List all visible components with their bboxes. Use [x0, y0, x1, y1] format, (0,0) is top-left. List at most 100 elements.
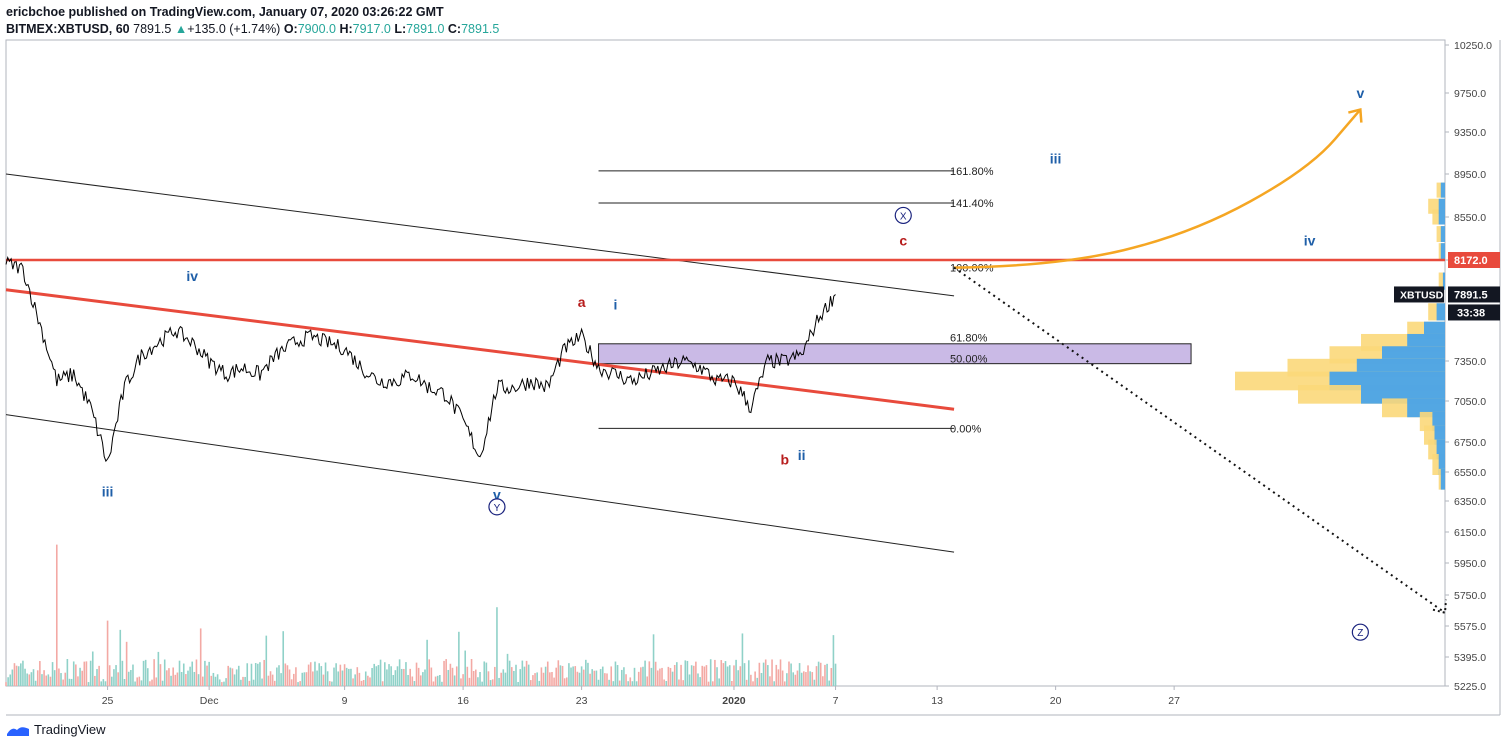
- forecast-down-path: [953, 266, 1446, 614]
- fib-level-label: 50.00%: [950, 354, 988, 366]
- wave-circle: [894, 206, 912, 225]
- publish-text: ericbchoe published on TradingView.com, …: [6, 5, 444, 19]
- countdown-badge: [1448, 304, 1500, 321]
- axes: 10250.0 9750.0 9350.0 8950.0 8550.0 8172.0 735…: [102, 40, 1500, 707]
- profile-bar-value-area: [1434, 425, 1445, 445]
- profile-bar-value-area: [1438, 198, 1445, 214]
- x-tick-label: 7: [833, 695, 839, 707]
- wave-circle: [1351, 623, 1369, 641]
- last-price-badge: [1448, 286, 1500, 303]
- volume-bars: [5, 544, 837, 686]
- open-value: 7900.0: [297, 22, 336, 36]
- x-tick-label: 13: [931, 695, 943, 707]
- y-tick-label: 6750.0: [1454, 437, 1486, 449]
- x-tick-label: Dec: [200, 695, 219, 707]
- y-tick-label: 7050.0: [1454, 396, 1486, 408]
- channel-line-lower: [5, 414, 955, 553]
- channel-line-mid-red: [5, 288, 955, 411]
- y-tick-label: 8950.0: [1454, 169, 1486, 181]
- y-tick-label: 6150.0: [1454, 527, 1486, 539]
- x-tick-label: 20: [1050, 695, 1062, 707]
- change-arrow-icon: ▲: [174, 22, 188, 36]
- profile-bar-value-area: [1442, 272, 1445, 290]
- price-line: [5, 255, 836, 463]
- wave-label: a: [578, 294, 586, 310]
- publish-line: ericbchoe published on TradingView.com, …: [6, 4, 499, 21]
- wave-label: v: [1356, 85, 1364, 101]
- brand-label: TradingView: [34, 722, 106, 737]
- symbol-badge: [1394, 286, 1444, 303]
- tradingview-logo-icon: [7, 726, 29, 736]
- x-tick-label: 23: [576, 695, 588, 707]
- symbol-label: BITMEX:XBTUSD, 60: [6, 22, 130, 36]
- wave-label-circled: X: [900, 211, 907, 222]
- wave-label: iii: [1050, 151, 1062, 167]
- wave-label-circled: Y: [494, 503, 501, 514]
- fib-level-label: 61.80%: [950, 333, 988, 345]
- drawings: 161.80%141.40%100.00%61.80%50.00%0.00%: [5, 108, 1447, 614]
- close-label: C:: [447, 22, 462, 36]
- profile-bar-value-area: [1436, 439, 1445, 460]
- x-tick-label: 2020: [722, 695, 746, 707]
- close-value: 7891.5: [461, 22, 500, 36]
- x-tick-label: 27: [1168, 695, 1180, 707]
- forecast-up-path: [954, 108, 1362, 269]
- y-tick-label: 10250.0: [1454, 40, 1492, 52]
- y-tick-label: 5575.0: [1454, 621, 1486, 633]
- fib-level-label: 0.00%: [950, 423, 981, 435]
- resistance-price-badge: [1448, 252, 1500, 268]
- x-tick-label: 9: [342, 695, 348, 707]
- x-tick-label: 25: [102, 695, 114, 707]
- wave-label: iii: [102, 484, 114, 500]
- symbol-badge-label: XBTUSD: [1400, 289, 1444, 301]
- wave-label: iv: [1304, 232, 1316, 248]
- footer: TradingView: [6, 722, 106, 737]
- y-tick-label: 5950.0: [1454, 558, 1486, 570]
- y-tick-label: 5395.0: [1454, 652, 1486, 664]
- resistance-price-label: 8172.0: [1454, 255, 1488, 267]
- price-series: [5, 255, 836, 463]
- y-tick-label: 6550.0: [1454, 467, 1486, 479]
- profile-bar-value-area: [1438, 454, 1445, 475]
- chart-header: ericbchoe published on TradingView.com, …: [6, 4, 499, 38]
- forecast-down-arrowhead: [1432, 599, 1447, 614]
- change-value: +135.0 (+1.74%): [187, 22, 281, 36]
- last-price-label: 7891.5: [1454, 289, 1488, 301]
- channel-line-upper: [5, 173, 955, 297]
- profile-bar-value-area: [1440, 468, 1445, 490]
- wave-circle: [488, 498, 506, 516]
- high-value: 7917.0: [352, 22, 391, 36]
- wave-label: c: [899, 232, 907, 248]
- volume-profile: [1235, 182, 1445, 490]
- profile-bar-value-area: [1440, 226, 1445, 243]
- profile-bar-value-area: [1438, 209, 1445, 225]
- low-value: 7891.0: [406, 22, 445, 36]
- y-tick-label: 9750.0: [1454, 88, 1486, 100]
- x-tick-label: 16: [457, 695, 469, 707]
- wave-label: iv: [186, 268, 198, 284]
- profile-bar-value-area: [1440, 243, 1445, 260]
- retracement-zone: [598, 343, 1192, 365]
- high-label: H:: [339, 22, 353, 36]
- wave-label: b: [780, 452, 789, 468]
- countdown-label: 33:38: [1457, 307, 1485, 319]
- y-tick-label: 8550.0: [1454, 212, 1486, 224]
- last-price: 7891.5: [133, 22, 172, 36]
- wave-label: v: [493, 487, 501, 503]
- wave-label-circled: Z: [1357, 628, 1363, 639]
- profile-bar-value-area: [1440, 182, 1445, 198]
- fib-level-label: 141.40%: [950, 198, 994, 210]
- y-tick-label: 9350.0: [1454, 127, 1486, 139]
- profile-bar-value-area: [1436, 303, 1445, 321]
- ohlc-line: BITMEX:XBTUSD, 60 7891.5 ▲+135.0 (+1.74%…: [6, 21, 499, 38]
- y-tick-label: 7350.0: [1454, 356, 1486, 368]
- profile-bar-total: [1438, 272, 1445, 290]
- y-tick-label: 6350.0: [1454, 496, 1486, 508]
- low-label: L:: [394, 22, 407, 36]
- fib-level-label: 161.80%: [950, 166, 994, 178]
- wave-label: i: [614, 296, 618, 312]
- y-tick-label: 5750.0: [1454, 590, 1486, 602]
- wave-label: ii: [798, 447, 806, 463]
- open-label: O:: [283, 22, 298, 36]
